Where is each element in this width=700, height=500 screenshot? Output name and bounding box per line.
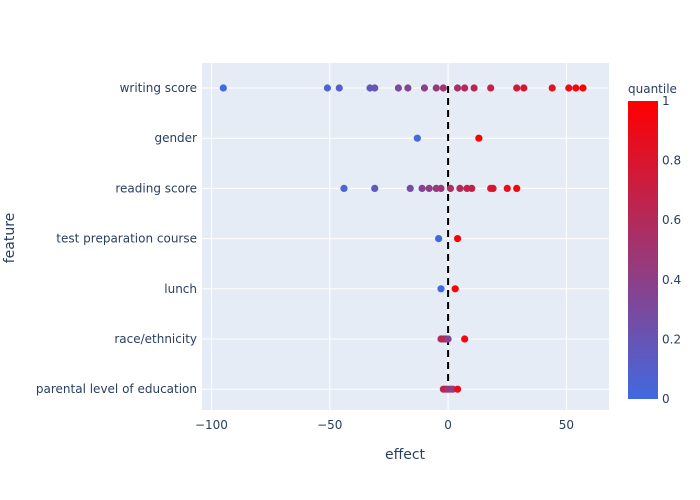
x-tick-label: −100 — [195, 418, 228, 432]
data-point — [548, 84, 556, 92]
colorbar-tick-label: 0 — [662, 392, 670, 406]
data-point — [453, 84, 462, 92]
data-point — [420, 84, 429, 92]
data-point — [565, 84, 573, 92]
data-point — [323, 84, 332, 92]
data-point — [513, 84, 521, 92]
y-axis-title: feature — [2, 213, 18, 264]
x-tick-label: −50 — [317, 418, 342, 432]
data-point — [413, 134, 421, 142]
colorbar-tick-label: 0.2 — [662, 332, 681, 346]
y-tick-labels: writing score gender reading score test pre… — [36, 81, 197, 396]
colorbar-tick-label: 0.4 — [662, 273, 681, 287]
colorbar-title: quantile — [628, 82, 677, 96]
data-point — [406, 184, 414, 192]
data-point — [371, 184, 379, 192]
data-point — [219, 84, 227, 92]
colorbar-tick-label: 0.8 — [662, 154, 681, 168]
x-tick-labels: −100 −50 0 50 — [195, 418, 574, 432]
data-point — [418, 184, 426, 192]
data-point — [468, 184, 476, 192]
y-tick-label: gender — [154, 131, 197, 145]
data-point — [371, 84, 379, 92]
colorbar-gradient — [628, 101, 658, 399]
y-tick-label: reading score — [115, 181, 197, 195]
colorbar-tick-label: 1 — [662, 94, 670, 108]
y-tick-label: race/ethnicity — [114, 332, 197, 346]
data-point — [437, 285, 445, 293]
colorbar: quantile 0 0.2 0.4 0.6 0.8 1 — [628, 82, 681, 406]
data-point — [470, 84, 478, 92]
colorbar-tick-labels: 0 0.2 0.4 0.6 0.8 1 — [662, 94, 681, 406]
y-tick-label: test preparation course — [56, 232, 197, 246]
data-point — [404, 84, 412, 92]
x-tick-label: 0 — [444, 418, 452, 432]
data-point — [475, 134, 483, 142]
data-point — [489, 184, 497, 192]
plot-area — [202, 63, 609, 410]
data-point — [461, 84, 469, 92]
x-axis-title: effect — [385, 447, 426, 463]
data-point — [461, 335, 469, 343]
data-point — [520, 84, 528, 92]
data-point — [572, 84, 580, 92]
data-point — [435, 235, 443, 243]
data-point — [579, 84, 587, 92]
data-point — [394, 84, 403, 92]
data-point — [487, 84, 495, 92]
x-tick-label: 50 — [559, 418, 574, 432]
data-point — [453, 235, 462, 243]
data-point — [335, 84, 343, 92]
y-tick-label: writing score — [120, 81, 197, 95]
data-point — [446, 184, 455, 192]
data-point — [437, 184, 445, 192]
data-point — [453, 385, 462, 393]
data-point — [451, 285, 459, 293]
data-point — [340, 184, 348, 192]
data-point — [432, 84, 440, 92]
data-point — [425, 184, 433, 192]
colorbar-tick-label: 0.6 — [662, 213, 681, 227]
data-points — [219, 84, 587, 393]
y-tick-label: lunch — [164, 282, 197, 296]
data-point — [503, 184, 511, 192]
data-point — [444, 335, 452, 343]
y-tick-label: parental level of education — [36, 382, 197, 396]
data-point — [456, 184, 464, 192]
data-point — [439, 84, 447, 92]
data-point — [513, 184, 521, 192]
